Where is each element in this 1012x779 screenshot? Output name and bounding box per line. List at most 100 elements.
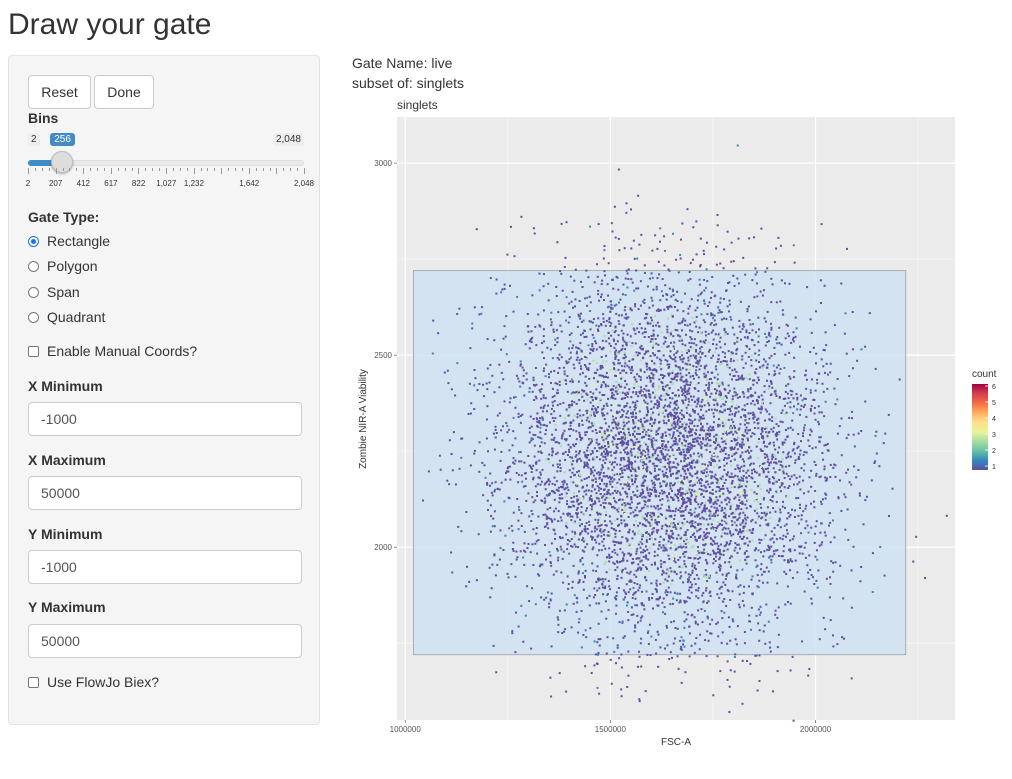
scatter-point <box>603 434 606 436</box>
scatter-point <box>669 356 672 359</box>
scatter-point <box>745 562 748 565</box>
scatter-point <box>730 318 733 321</box>
scatter-point <box>797 456 800 458</box>
scatter-point <box>689 357 692 360</box>
flowjo-biex-checkbox[interactable]: Use FlowJo Biex? <box>28 674 159 690</box>
scatter-point <box>834 403 837 406</box>
scatter-point <box>616 473 619 476</box>
bins-label: Bins <box>28 110 59 126</box>
radio-span[interactable]: Span <box>28 284 80 300</box>
scatter-point <box>617 443 620 446</box>
scatter-point <box>710 378 712 380</box>
y-max-input[interactable] <box>28 624 302 658</box>
scatter-point <box>682 524 684 527</box>
manual-coords-checkbox[interactable]: Enable Manual Coords? <box>28 343 197 359</box>
bins-slider-handle[interactable] <box>51 151 74 173</box>
scatter-point <box>672 510 674 513</box>
scatter-point <box>754 521 757 524</box>
scatter-point <box>642 357 645 360</box>
scatter-point <box>587 444 590 446</box>
flowjo-biex-box[interactable] <box>28 676 39 688</box>
scatter-point <box>700 330 702 333</box>
scatter-point <box>729 669 732 672</box>
scatter-point <box>454 394 457 397</box>
scatter-point <box>566 500 569 503</box>
y-min-input[interactable] <box>28 550 302 584</box>
radio-polygon[interactable]: Polygon <box>28 258 98 274</box>
radio-rectangle[interactable]: Rectangle <box>28 233 110 249</box>
done-button[interactable]: Done <box>94 75 154 109</box>
radio-rectangle-indicator[interactable] <box>28 235 39 247</box>
scatter-point <box>708 378 711 381</box>
scatter-point <box>680 386 682 389</box>
scatter-point <box>728 491 731 494</box>
scatter-point <box>746 529 748 532</box>
scatter-point <box>659 456 661 459</box>
scatter-point <box>639 392 641 395</box>
x-max-input[interactable] <box>28 476 302 510</box>
reset-button[interactable]: Reset <box>28 75 91 109</box>
radio-polygon-label: Polygon <box>47 258 98 274</box>
scatter-point <box>808 476 811 479</box>
scatter-point <box>508 360 511 363</box>
scatter-point <box>813 406 816 409</box>
scatter-point <box>679 510 682 513</box>
scatter-point <box>677 447 680 449</box>
radio-polygon-indicator[interactable] <box>28 260 39 272</box>
scatter-point <box>690 340 693 343</box>
scatter-point <box>626 460 629 463</box>
scatter-point <box>856 359 859 362</box>
bins-slider[interactable]: 2 256 2,048 2 207 412 617 822 1,027 1,232 1,642… <box>26 131 314 191</box>
scatter-point <box>694 527 697 530</box>
scatter-point <box>829 362 832 365</box>
scatter-point <box>691 491 694 493</box>
scatter-point <box>630 454 633 457</box>
scatter-point <box>734 653 737 656</box>
scatter-point <box>613 519 616 522</box>
scatter-point <box>705 374 708 377</box>
scatter-point <box>719 493 722 496</box>
scatter-point <box>688 363 691 366</box>
radio-quadrant[interactable]: Quadrant <box>28 309 105 325</box>
gate-scatter-plot[interactable]: singlets 1000000 1500000 2000000 200025003… <box>340 92 1010 757</box>
scatter-point <box>659 499 662 502</box>
scatter-point <box>598 587 601 590</box>
scatter-point <box>550 370 552 373</box>
scatter-point <box>530 509 533 512</box>
scatter-point <box>816 558 819 561</box>
scatter-point <box>592 349 595 352</box>
gate-rectangle[interactable] <box>413 270 907 656</box>
scatter-point <box>648 346 651 349</box>
scatter-point <box>578 300 581 302</box>
scatter-point <box>596 472 598 475</box>
scatter-point <box>627 619 630 622</box>
scatter-point <box>448 483 451 486</box>
scatter-point <box>628 467 630 470</box>
scatter-point <box>742 469 745 472</box>
scatter-point <box>509 225 512 228</box>
scatter-point <box>724 333 727 336</box>
scatter-point <box>774 392 777 395</box>
scatter-point <box>648 456 651 459</box>
scatter-point <box>738 319 741 322</box>
scatter-point <box>799 345 801 348</box>
scatter-point <box>649 416 652 419</box>
scatter-point <box>755 471 758 474</box>
scatter-point <box>641 538 643 541</box>
scatter-point <box>683 645 686 648</box>
scatter-point <box>651 482 654 485</box>
scatter-point <box>683 416 685 419</box>
scatter-point <box>599 366 602 369</box>
scatter-point <box>684 508 687 511</box>
scatter-point <box>753 433 756 436</box>
scatter-point <box>744 496 747 499</box>
scatter-point <box>589 396 592 399</box>
scatter-point <box>694 461 697 464</box>
x-min-input[interactable] <box>28 402 302 436</box>
scatter-point <box>639 376 642 379</box>
radio-quadrant-indicator[interactable] <box>28 311 39 323</box>
manual-coords-box[interactable] <box>28 345 39 357</box>
scatter-point <box>736 475 739 478</box>
scatter-point <box>705 286 707 289</box>
radio-span-indicator[interactable] <box>28 286 39 298</box>
